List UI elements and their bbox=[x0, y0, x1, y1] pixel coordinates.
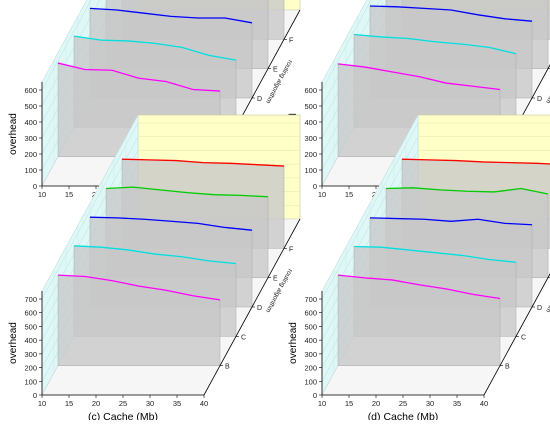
y-tick-label: 400 bbox=[24, 118, 37, 127]
y-tick-label: 600 bbox=[24, 86, 37, 95]
y-tick-label: 200 bbox=[24, 364, 37, 373]
z-tick-label: D bbox=[537, 305, 542, 312]
y-tick-label: 400 bbox=[24, 336, 37, 345]
series-line bbox=[57, 274, 221, 301]
y-tick-label: 300 bbox=[24, 350, 37, 359]
y-tick-label: 200 bbox=[304, 364, 317, 373]
series-line bbox=[353, 245, 517, 263]
y-tick-label: 300 bbox=[304, 350, 317, 359]
series-line bbox=[121, 158, 285, 167]
series-B bbox=[57, 274, 221, 366]
y-tick-label: 0 bbox=[313, 391, 317, 400]
z-tick-label: F bbox=[289, 246, 293, 253]
series-line bbox=[337, 63, 501, 91]
series-line bbox=[337, 274, 501, 300]
z-tick-label: C bbox=[241, 334, 246, 341]
x-tick-label: 40 bbox=[200, 399, 208, 408]
z-tick-label: C bbox=[521, 334, 526, 341]
x-tick-label: 15 bbox=[65, 399, 73, 408]
x-tick-label: 10 bbox=[38, 399, 46, 408]
y-tick-label: 100 bbox=[304, 377, 317, 386]
series-line bbox=[89, 216, 253, 231]
panel-caption: (c) Cache (Mb) bbox=[88, 411, 158, 420]
series-line bbox=[105, 186, 269, 198]
y-tick-label: 0 bbox=[313, 182, 317, 191]
series-line bbox=[385, 187, 549, 195]
series-line bbox=[73, 245, 237, 265]
y-tick-label: 100 bbox=[24, 166, 37, 175]
y-tick-label: 700 bbox=[304, 295, 317, 304]
z-tick-label: D bbox=[257, 96, 262, 103]
chart-panel-d: 010020030040050060070010152025303540BCDE… bbox=[288, 114, 550, 423]
series-line bbox=[73, 35, 237, 61]
y-tick-label: 500 bbox=[24, 322, 37, 331]
y-tick-label: 200 bbox=[24, 150, 37, 159]
y-tick-label: 500 bbox=[304, 102, 317, 111]
x-tick-label: 10 bbox=[318, 190, 326, 199]
y-tick-label: 500 bbox=[24, 102, 37, 111]
y-tick-label: 300 bbox=[24, 134, 37, 143]
series-line bbox=[89, 7, 253, 24]
y-tick-label: 200 bbox=[304, 150, 317, 159]
z-tick-label: E bbox=[273, 276, 278, 283]
series-line bbox=[369, 217, 533, 226]
y-axis-title: overhead bbox=[8, 322, 19, 364]
y-axis-title: overhead bbox=[288, 322, 299, 364]
x-tick-label: 40 bbox=[480, 399, 488, 408]
z-tick-label: D bbox=[537, 96, 542, 103]
y-tick-label: 600 bbox=[304, 309, 317, 318]
series-B bbox=[337, 274, 501, 366]
z-tick-label: E bbox=[273, 67, 278, 74]
x-tick-label: 10 bbox=[38, 190, 46, 199]
y-tick-label: 400 bbox=[304, 336, 317, 345]
x-tick-label: 15 bbox=[345, 190, 353, 199]
y-tick-label: 600 bbox=[24, 309, 37, 318]
y-tick-label: 500 bbox=[304, 322, 317, 331]
y-tick-label: 400 bbox=[304, 118, 317, 127]
z-tick-label: D bbox=[257, 305, 262, 312]
y-tick-label: 100 bbox=[304, 166, 317, 175]
x-tick-label: 35 bbox=[173, 399, 181, 408]
z-tick-label: F bbox=[289, 37, 293, 44]
y-axis-title: overhead bbox=[8, 113, 19, 155]
series-line bbox=[57, 62, 221, 92]
z-tick-label: B bbox=[225, 364, 230, 371]
x-tick-label: 35 bbox=[453, 399, 461, 408]
x-tick-label: 15 bbox=[65, 190, 73, 199]
series-line bbox=[353, 33, 517, 55]
y-tick-label: 300 bbox=[304, 134, 317, 143]
series-line bbox=[401, 158, 550, 165]
z-tick-label: B bbox=[505, 364, 510, 371]
y-tick-label: 600 bbox=[304, 86, 317, 95]
x-tick-label: 20 bbox=[92, 399, 100, 408]
x-tick-label: 25 bbox=[399, 399, 407, 408]
x-tick-label: 15 bbox=[345, 399, 353, 408]
x-tick-label: 30 bbox=[146, 399, 154, 408]
x-tick-label: 25 bbox=[119, 399, 127, 408]
x-tick-label: 10 bbox=[318, 399, 326, 408]
y-tick-label: 0 bbox=[33, 391, 37, 400]
series-line bbox=[369, 5, 533, 22]
y-tick-label: 700 bbox=[24, 295, 37, 304]
y-tick-label: 100 bbox=[24, 377, 37, 386]
x-tick-label: 30 bbox=[426, 399, 434, 408]
panel-caption: (d) Cache (Mb) bbox=[368, 411, 439, 420]
y-tick-label: 0 bbox=[33, 182, 37, 191]
x-tick-label: 20 bbox=[372, 399, 380, 408]
